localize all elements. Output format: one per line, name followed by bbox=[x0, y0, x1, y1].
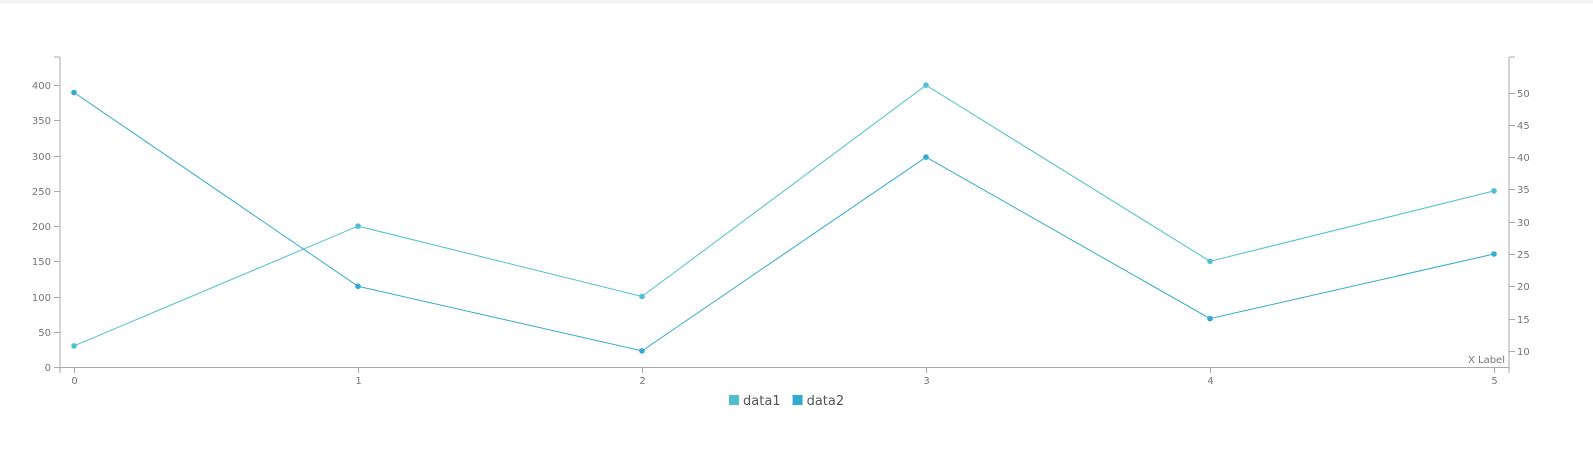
data-point-data2[interactable] bbox=[639, 348, 645, 354]
y2-tick-label: 45 bbox=[1517, 121, 1530, 132]
y-tick-label: 0 bbox=[45, 363, 51, 374]
y2-tick-label: 40 bbox=[1517, 153, 1530, 164]
data-point-data2[interactable] bbox=[71, 89, 77, 96]
y-tick-label: 350 bbox=[32, 116, 51, 127]
x-tick-label: 5 bbox=[1491, 376, 1497, 387]
x-axis-label: X Label bbox=[1468, 355, 1505, 366]
series-line-data1 bbox=[73, 84, 1495, 347]
data-point-data1[interactable] bbox=[355, 223, 361, 229]
series-line-data2 bbox=[73, 92, 1495, 352]
y2-tick-label: 20 bbox=[1517, 282, 1530, 293]
y2-tick-label: 15 bbox=[1517, 315, 1530, 326]
legend-item-data1[interactable]: data1 bbox=[729, 394, 781, 409]
y-tick-label: 400 bbox=[32, 81, 51, 92]
x-tick-label: 3 bbox=[923, 376, 929, 387]
data-point-data1[interactable] bbox=[1491, 188, 1497, 194]
legend-swatch bbox=[729, 395, 739, 405]
legend-item-data2[interactable]: data2 bbox=[792, 394, 845, 409]
x-tick-label: 4 bbox=[1207, 376, 1213, 387]
data-point-data2[interactable] bbox=[355, 283, 361, 290]
y2-tick-label: 50 bbox=[1517, 89, 1530, 100]
legend-swatch bbox=[792, 395, 803, 405]
data-point-data2[interactable] bbox=[923, 154, 929, 160]
y2-tick-label: 30 bbox=[1517, 218, 1530, 229]
series-layer bbox=[71, 82, 1497, 354]
x-axis: 0 1 2 3 4 5 X Label bbox=[59, 355, 1510, 387]
y-tick-label: 300 bbox=[32, 152, 51, 163]
y-axis-left: 0 50 100 150 200 250 300 350 400 bbox=[32, 56, 61, 374]
series-data1 bbox=[71, 82, 1497, 349]
legend-label: data2 bbox=[807, 394, 845, 409]
y-axis-right: 10 15 20 25 30 35 40 45 50 bbox=[1508, 56, 1530, 367]
top-border bbox=[0, 0, 1593, 3]
x-tick-label: 0 bbox=[71, 376, 77, 387]
data-point-data1[interactable] bbox=[923, 82, 929, 88]
legend-label: data1 bbox=[743, 394, 781, 409]
data-point-data1[interactable] bbox=[639, 293, 645, 300]
y-tick-label: 150 bbox=[32, 257, 51, 268]
y-tick-label: 200 bbox=[32, 222, 51, 233]
y2-tick-label: 25 bbox=[1517, 250, 1530, 261]
data-point-data2[interactable] bbox=[1207, 315, 1213, 322]
y2-tick-label: 35 bbox=[1517, 185, 1530, 196]
y-tick-label: 250 bbox=[32, 187, 51, 198]
x-tick-label: 2 bbox=[639, 376, 645, 387]
data-point-data1[interactable] bbox=[1207, 258, 1213, 265]
data-point-data2[interactable] bbox=[1491, 251, 1497, 257]
legend: data1 data2 bbox=[729, 394, 844, 409]
y2-tick-label: 10 bbox=[1517, 347, 1530, 358]
y-tick-label: 50 bbox=[38, 328, 51, 339]
y-tick-label: 100 bbox=[32, 293, 51, 304]
x-tick-label: 1 bbox=[355, 376, 361, 387]
data-point-data1[interactable] bbox=[71, 343, 77, 349]
series-data2 bbox=[71, 89, 1497, 354]
